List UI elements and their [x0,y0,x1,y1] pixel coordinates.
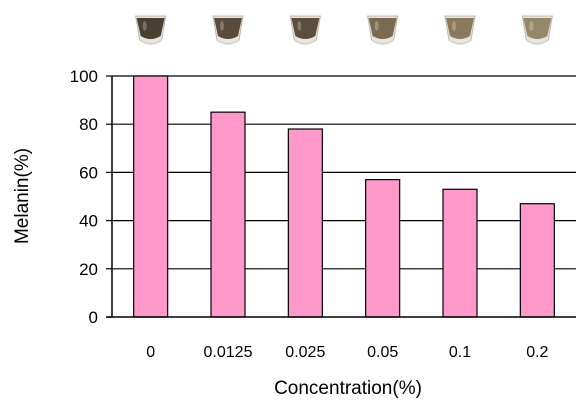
bars [133,75,555,318]
gridlines [112,75,576,270]
bar-0.05 [365,179,401,318]
y-axis-ticks: 0 20 40 60 80 100 [70,67,112,327]
bar-0.1 [442,188,478,318]
tube-image [289,15,321,45]
bar-0.025 [287,128,323,318]
bar-0 [133,75,169,318]
y-tick-label: 20 [79,260,98,279]
x-tick-label: 0 [146,344,155,361]
axes [106,76,576,318]
tube-image [521,15,553,45]
sample-tube-images [135,15,553,45]
tube-image [367,15,399,45]
tube-image [212,15,244,45]
x-tick-label: 0.2 [526,344,548,361]
x-axis-ticks: 0 0.0125 0.025 0.05 0.1 0.2 [146,344,548,361]
y-tick-label: 60 [79,163,98,182]
y-tick-label: 40 [79,212,98,231]
y-tick-label: 100 [70,67,98,86]
tube-image [444,15,476,45]
y-tick-label: 0 [89,308,98,327]
y-axis-title: Melanin(%) [12,148,33,244]
bar-0.0125 [210,111,246,318]
x-tick-label: 0.05 [367,344,398,361]
bar-0.2 [519,203,555,318]
x-axis-title: Concentration(%) [274,378,422,399]
x-tick-label: 0.0125 [204,344,253,361]
y-tick-label: 80 [79,115,98,134]
x-tick-label: 0.025 [285,344,325,361]
tube-image [135,15,167,45]
x-tick-label: 0.1 [449,344,471,361]
